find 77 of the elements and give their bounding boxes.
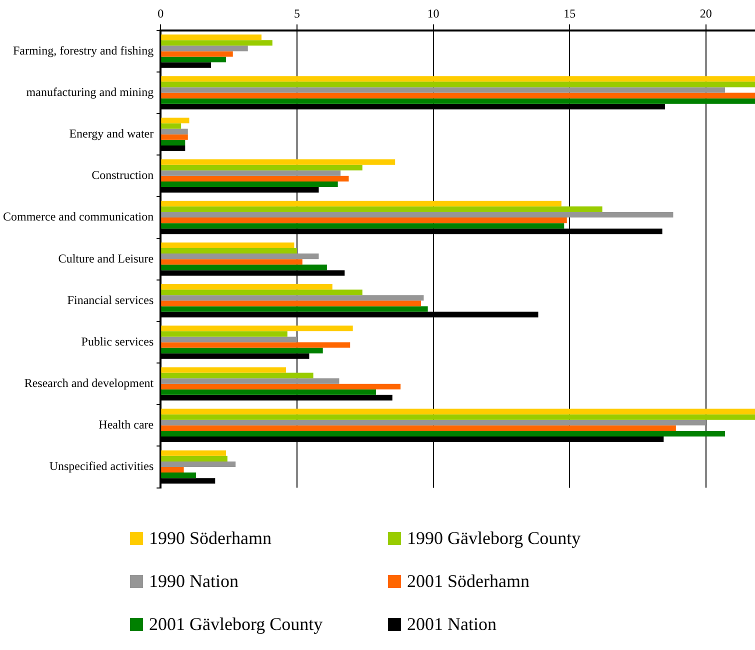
- bar: [161, 420, 706, 426]
- legend-label: 1990 Söderhamn: [149, 528, 272, 548]
- bar: [161, 259, 302, 265]
- bar: [161, 425, 676, 431]
- bar: [161, 123, 182, 129]
- bar: [161, 336, 297, 342]
- bar: [161, 450, 226, 456]
- bar: [161, 40, 272, 46]
- bar: [161, 248, 297, 254]
- bar: [161, 414, 755, 420]
- y-tick-label: Research and development: [24, 376, 154, 390]
- bar: [161, 461, 236, 468]
- y-tick-label: Construction: [92, 168, 154, 182]
- bar: [161, 389, 376, 395]
- bar: [161, 128, 188, 134]
- x-tick-label: 15: [564, 6, 576, 20]
- bar: [161, 467, 184, 473]
- x-tick-label: 0: [158, 6, 164, 20]
- bar: [161, 223, 564, 229]
- bar: [161, 408, 755, 414]
- bar: [161, 51, 233, 57]
- bar: [161, 348, 323, 354]
- bar: [161, 218, 567, 224]
- bar: [161, 326, 353, 332]
- bar: [161, 342, 350, 348]
- bar: [161, 159, 396, 165]
- bar: [161, 56, 226, 62]
- bar: [161, 82, 755, 88]
- y-tick-label: Health care: [98, 418, 154, 432]
- legend-label: 1990 Nation: [149, 570, 238, 592]
- bar: [161, 300, 422, 306]
- bar: [161, 430, 726, 437]
- legend-label: 2001 Söderhamn: [407, 570, 530, 592]
- bar: [161, 170, 341, 176]
- y-tick-label: Unspecified activities: [49, 459, 154, 474]
- legend-label: 2001 Nation: [407, 614, 496, 634]
- bar: [161, 206, 602, 212]
- bar: [161, 331, 288, 337]
- y-tick-label: Financial services: [67, 292, 154, 307]
- bar: [161, 212, 674, 218]
- bar: [161, 46, 248, 52]
- y-tick-label: Energy and water: [69, 126, 154, 141]
- bar: [161, 367, 286, 373]
- bar: [161, 306, 428, 312]
- bar: [161, 242, 294, 248]
- x-tick-label: 20: [700, 6, 712, 20]
- bar: [161, 295, 424, 301]
- y-tick-label: Public services: [81, 334, 154, 348]
- y-tick-label: manufacturing and mining: [26, 84, 154, 99]
- bar: [161, 284, 332, 290]
- bar: [161, 134, 188, 140]
- bar: [161, 92, 755, 98]
- bar: [161, 372, 314, 378]
- x-tick-label: 10: [427, 6, 440, 20]
- bar: [161, 34, 262, 40]
- bar: [161, 264, 327, 270]
- bar: [161, 472, 196, 478]
- bar: [161, 181, 338, 188]
- x-tick-label: 5: [294, 6, 300, 20]
- bar: [161, 290, 362, 296]
- bar: [161, 384, 401, 390]
- legend-label: 1990 Gävleborg County: [407, 528, 581, 548]
- bar: [161, 254, 319, 260]
- legend-label: 2001 Gävleborg County: [149, 614, 323, 634]
- bar: [161, 87, 726, 93]
- bar: [161, 76, 755, 82]
- bar: [161, 378, 340, 384]
- y-tick-label: Commerce and communication: [2, 210, 154, 224]
- y-tick-label: Culture and Leisure: [58, 251, 154, 266]
- bar: [161, 140, 186, 146]
- bar: [161, 164, 362, 170]
- y-tick-label: Farming, forestry and fishing: [12, 43, 154, 58]
- bar: [161, 98, 755, 104]
- bar: [161, 176, 349, 182]
- bar: [161, 118, 190, 124]
- bar: [161, 456, 228, 462]
- bar: [161, 200, 562, 206]
